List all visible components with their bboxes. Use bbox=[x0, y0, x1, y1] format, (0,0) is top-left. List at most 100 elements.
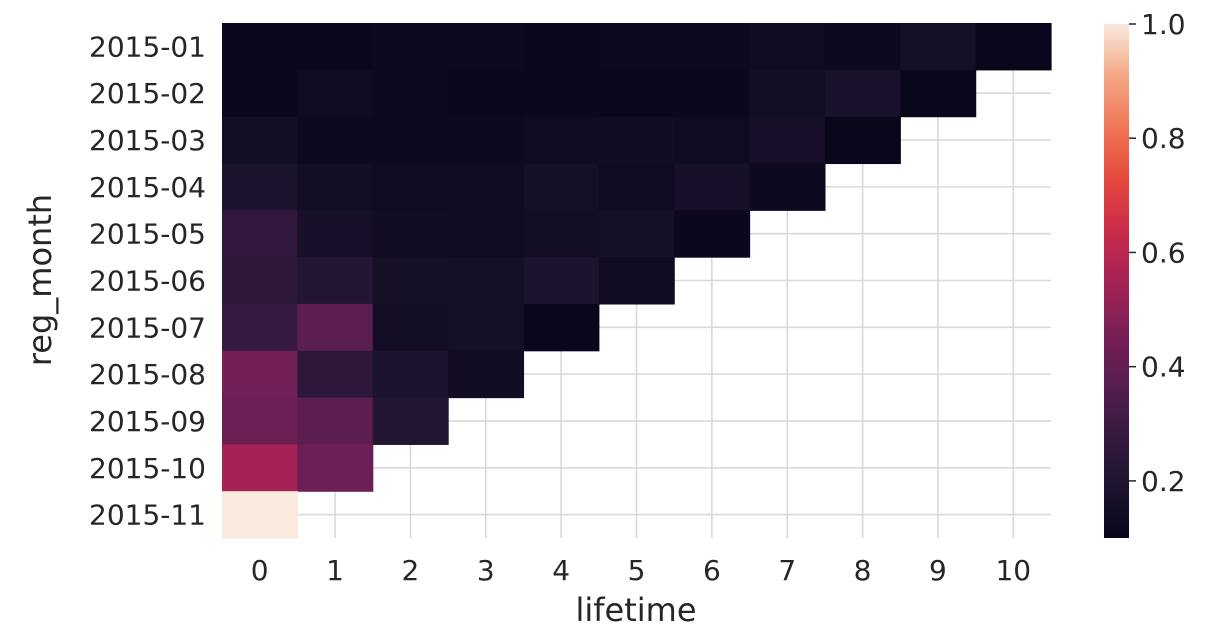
x-tick-label: 10 bbox=[995, 554, 1031, 587]
heatmap-cell-2015-02-0 bbox=[222, 69, 298, 118]
heatmap-cell-2015-03-2 bbox=[372, 116, 449, 165]
x-tick-label: 2 bbox=[401, 554, 419, 587]
heatmap-cell-2015-07-4 bbox=[523, 303, 600, 352]
x-tick-label: 7 bbox=[778, 554, 796, 587]
y-tick-label: 2015-11 bbox=[89, 499, 206, 532]
heatmap-cell-2015-06-0 bbox=[222, 257, 298, 305]
heatmap-cell-2015-01-3 bbox=[448, 23, 525, 71]
heatmap-cell-2015-04-7 bbox=[749, 163, 826, 211]
heatmap-cell-2015-01-7 bbox=[749, 23, 826, 71]
y-tick-label: 2015-04 bbox=[89, 171, 206, 204]
x-axis-label: lifetime bbox=[575, 591, 696, 629]
y-tick-label: 2015-06 bbox=[89, 265, 206, 298]
colorbar-tick-label: 0.2 bbox=[1141, 465, 1186, 498]
x-tick-label: 3 bbox=[477, 554, 495, 587]
y-tick-label: 2015-10 bbox=[89, 452, 206, 485]
heatmap-cell-2015-10-1 bbox=[297, 444, 374, 492]
heatmap-cell-2015-02-7 bbox=[749, 69, 826, 118]
heatmap-cell-2015-01-2 bbox=[372, 23, 449, 71]
heatmap-cell-2015-03-8 bbox=[824, 116, 901, 165]
heatmap-cell-2015-02-9 bbox=[900, 69, 977, 118]
heatmap-cell-2015-03-3 bbox=[448, 116, 525, 165]
heatmap-cell-2015-05-1 bbox=[297, 210, 374, 258]
heatmap-cell-2015-01-9 bbox=[900, 23, 977, 71]
heatmap-cell-2015-07-3 bbox=[448, 303, 525, 352]
heatmap-cell-2015-06-3 bbox=[448, 257, 525, 305]
colorbar: 1.0 0.8 0.6 0.4 0.2 bbox=[1104, 8, 1186, 538]
y-axis-label: reg_month bbox=[21, 194, 59, 366]
y-tick-label: 2015-08 bbox=[89, 358, 206, 391]
heatmap-cell-2015-01-5 bbox=[598, 23, 675, 71]
heatmap-cell-2015-05-6 bbox=[674, 210, 751, 258]
x-tick-label: 8 bbox=[854, 554, 872, 587]
heatmap-cell-2015-08-3 bbox=[448, 350, 525, 399]
y-tick-label: 2015-07 bbox=[89, 311, 206, 344]
heatmap-cell-2015-06-1 bbox=[297, 257, 374, 305]
heatmap-cell-2015-01-0 bbox=[222, 23, 298, 71]
heatmap-cell-2015-05-3 bbox=[448, 210, 525, 258]
heatmap-cell-2015-06-4 bbox=[523, 257, 600, 305]
heatmap-cell-2015-02-1 bbox=[297, 69, 374, 118]
heatmap-cell-2015-01-8 bbox=[824, 23, 901, 71]
heatmap-cell-2015-03-4 bbox=[523, 116, 600, 165]
heatmap-cell-2015-01-1 bbox=[297, 23, 374, 71]
heatmap-cell-2015-01-6 bbox=[674, 23, 751, 71]
heatmap-cell-2015-04-5 bbox=[598, 163, 675, 211]
heatmap-cell-2015-03-5 bbox=[598, 116, 675, 165]
heatmap-cell-2015-05-0 bbox=[222, 210, 298, 258]
y-tick-label: 2015-05 bbox=[89, 218, 206, 251]
y-tick-label: 2015-01 bbox=[89, 30, 206, 63]
colorbar-tick-label: 0.4 bbox=[1141, 351, 1186, 384]
heatmap-cell-2015-07-2 bbox=[372, 303, 449, 352]
heatmap-cell-2015-09-0 bbox=[222, 397, 298, 445]
heatmap-cell-2015-04-2 bbox=[372, 163, 449, 211]
x-tick-label: 0 bbox=[251, 554, 269, 587]
heatmap-cell-2015-02-5 bbox=[598, 69, 675, 118]
heatmap-cell-2015-10-0 bbox=[222, 444, 298, 492]
heatmap-cell-2015-04-4 bbox=[523, 163, 600, 211]
x-tick-label: 5 bbox=[628, 554, 646, 587]
x-tick-label: 6 bbox=[703, 554, 721, 587]
heatmap-cell-2015-03-1 bbox=[297, 116, 374, 165]
heatmap-cell-2015-07-0 bbox=[222, 303, 298, 352]
heatmap-cell-2015-04-0 bbox=[222, 163, 298, 211]
heatmap-cell-2015-04-6 bbox=[674, 163, 751, 211]
heatmap-cell-2015-11-0 bbox=[222, 491, 298, 539]
y-tick-label: 2015-02 bbox=[89, 77, 206, 110]
heatmap-cell-2015-04-3 bbox=[448, 163, 525, 211]
heatmap-cell-2015-09-1 bbox=[297, 397, 374, 445]
heatmap-cell-2015-08-1 bbox=[297, 350, 374, 399]
heatmap-cell-2015-09-2 bbox=[372, 397, 449, 445]
heatmap-cell-2015-03-0 bbox=[222, 116, 298, 165]
heatmap-cell-2015-05-4 bbox=[523, 210, 600, 258]
y-tick-label: 2015-03 bbox=[89, 124, 206, 157]
x-tick-label: 9 bbox=[929, 554, 947, 587]
heatmap-cell-2015-02-2 bbox=[372, 69, 449, 118]
heatmap-cell-2015-02-3 bbox=[448, 69, 525, 118]
heatmap-cell-2015-03-6 bbox=[674, 116, 751, 165]
colorbar-tick-label: 1.0 bbox=[1141, 8, 1186, 41]
heatmap-cell-2015-08-2 bbox=[372, 350, 449, 399]
heatmap-cell-2015-05-5 bbox=[598, 210, 675, 258]
heatmap-cell-2015-03-7 bbox=[749, 116, 826, 165]
heatmap-cell-2015-07-1 bbox=[297, 303, 374, 352]
y-tick-label: 2015-09 bbox=[89, 405, 206, 438]
colorbar-tick-label: 0.8 bbox=[1141, 122, 1186, 155]
heatmap-cell-2015-06-2 bbox=[372, 257, 449, 305]
heatmap-cells bbox=[222, 23, 1052, 539]
x-tick-label: 1 bbox=[326, 554, 344, 587]
heatmap-cell-2015-06-5 bbox=[598, 257, 675, 305]
heatmap-cell-2015-01-4 bbox=[523, 23, 600, 71]
y-tick-labels: 2015-01 2015-02 2015-03 2015-04 2015-05 2015-… bbox=[89, 30, 206, 531]
heatmap-cell-2015-04-1 bbox=[297, 163, 374, 211]
x-tick-labels: 0 1 2 3 4 5 6 7 8 9 10 bbox=[251, 554, 1031, 587]
x-tick-label: 4 bbox=[552, 554, 570, 587]
colorbar-gradient bbox=[1104, 24, 1129, 538]
heatmap-cell-2015-02-4 bbox=[523, 69, 600, 118]
heatmap-cell-2015-08-0 bbox=[222, 350, 298, 399]
heatmap-cell-2015-05-2 bbox=[372, 210, 449, 258]
heatmap-cell-2015-02-8 bbox=[824, 69, 901, 118]
heatmap-cell-2015-01-10 bbox=[975, 23, 1052, 71]
colorbar-tick-label: 0.6 bbox=[1141, 236, 1186, 269]
